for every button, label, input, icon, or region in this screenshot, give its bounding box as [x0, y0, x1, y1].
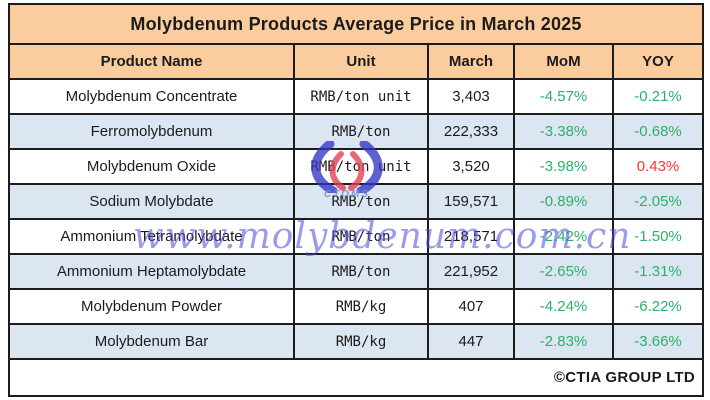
table-row: Ferromolybdenum RMB/ton 222,333 -3.38% -… — [8, 113, 705, 150]
march-price-cell: 3,520 — [427, 148, 515, 185]
mom-value: -3.38% — [539, 123, 588, 140]
table-row: Ammonium Heptamolybdate RMB/ton 221,952 … — [8, 253, 705, 290]
footer-row: ©CTIA GROUP LTD — [7, 358, 705, 397]
col-header-product-name: Product Name — [8, 43, 295, 80]
mom-cell: -4.57% — [513, 78, 614, 115]
mom-value: -4.24% — [539, 298, 588, 315]
march-price-cell: 447 — [427, 323, 515, 360]
yoy-cell: -6.22% — [611, 288, 705, 325]
unit-cell: RMB/ton unit — [293, 148, 429, 185]
col-header-unit: Unit — [293, 43, 429, 80]
mom-cell: -4.24% — [513, 288, 614, 325]
mom-value: -0.89% — [539, 193, 588, 210]
page-title: Molybdenum Products Average Price in Mar… — [7, 3, 705, 45]
product-name-cell: Molybdenum Bar — [8, 323, 295, 360]
yoy-cell: -1.31% — [611, 253, 705, 290]
yoy-cell: -1.50% — [611, 218, 705, 255]
col-header-mom: MoM — [513, 43, 614, 80]
march-price-cell: 407 — [427, 288, 515, 325]
mom-cell: -2.42% — [513, 218, 614, 255]
yoy-cell: -3.66% — [611, 323, 705, 360]
product-name-cell: Sodium Molybdate — [8, 183, 295, 220]
mom-cell: -3.98% — [513, 148, 614, 185]
march-price-cell: 3,403 — [427, 78, 515, 115]
yoy-value: -0.68% — [634, 123, 682, 140]
yoy-value: -2.05% — [634, 193, 682, 210]
yoy-value: -3.66% — [634, 333, 682, 350]
product-name-cell: Ferromolybdenum — [8, 113, 295, 150]
table-row: Ammonium Tetramolybdate RMB/ton 218,571 … — [8, 218, 705, 255]
yoy-value: 0.43% — [636, 158, 680, 175]
yoy-cell: -2.05% — [611, 183, 705, 220]
title-row: Molybdenum Products Average Price in Mar… — [7, 3, 705, 45]
mom-value: -2.65% — [539, 263, 588, 280]
unit-cell: RMB/ton — [293, 113, 429, 150]
unit-cell: RMB/ton — [293, 253, 429, 290]
unit-cell: RMB/kg — [293, 323, 429, 360]
table-row: Molybdenum Concentrate RMB/ton unit 3,40… — [8, 78, 705, 115]
table-row: Molybdenum Oxide RMB/ton unit 3,520 -3.9… — [8, 148, 705, 185]
table-row: Molybdenum Bar RMB/kg 447 -2.83% -3.66% — [8, 323, 705, 360]
yoy-value: -1.50% — [634, 228, 682, 245]
mom-cell: -0.89% — [513, 183, 614, 220]
product-name-cell: Molybdenum Powder — [8, 288, 295, 325]
mom-value: -2.42% — [539, 228, 588, 245]
yoy-value: -0.21% — [634, 88, 682, 105]
mom-value: -2.83% — [539, 333, 588, 350]
yoy-value: -6.22% — [634, 298, 682, 315]
mom-cell: -3.38% — [513, 113, 614, 150]
march-price-cell: 159,571 — [427, 183, 515, 220]
product-name-cell: Ammonium Heptamolybdate — [8, 253, 295, 290]
product-name-cell: Molybdenum Concentrate — [8, 78, 295, 115]
yoy-cell: -0.21% — [611, 78, 705, 115]
product-name-cell: Molybdenum Oxide — [8, 148, 295, 185]
yoy-cell: 0.43% — [611, 148, 705, 185]
march-price-cell: 218,571 — [427, 218, 515, 255]
table-row: Molybdenum Powder RMB/kg 407 -4.24% -6.2… — [8, 288, 705, 325]
mom-cell: -2.83% — [513, 323, 614, 360]
column-header-row: Product Name Unit March MoM YOY — [8, 43, 705, 80]
march-price-cell: 221,952 — [427, 253, 515, 290]
price-table: Molybdenum Products Average Price in Mar… — [7, 3, 705, 397]
march-price-cell: 222,333 — [427, 113, 515, 150]
col-header-yoy: YOY — [611, 43, 705, 80]
col-header-march: March — [427, 43, 515, 80]
table-row: Sodium Molybdate RMB/ton 159,571 -0.89% … — [8, 183, 705, 220]
mom-cell: -2.65% — [513, 253, 614, 290]
unit-cell: RMB/ton unit — [293, 78, 429, 115]
product-name-cell: Ammonium Tetramolybdate — [8, 218, 295, 255]
yoy-value: -1.31% — [634, 263, 682, 280]
unit-cell: RMB/kg — [293, 288, 429, 325]
unit-cell: RMB/ton — [293, 218, 429, 255]
unit-cell: RMB/ton — [293, 183, 429, 220]
copyright-text: ©CTIA GROUP LTD — [7, 358, 705, 397]
mom-value: -4.57% — [539, 88, 588, 105]
mom-value: -3.98% — [539, 158, 588, 175]
yoy-cell: -0.68% — [611, 113, 705, 150]
